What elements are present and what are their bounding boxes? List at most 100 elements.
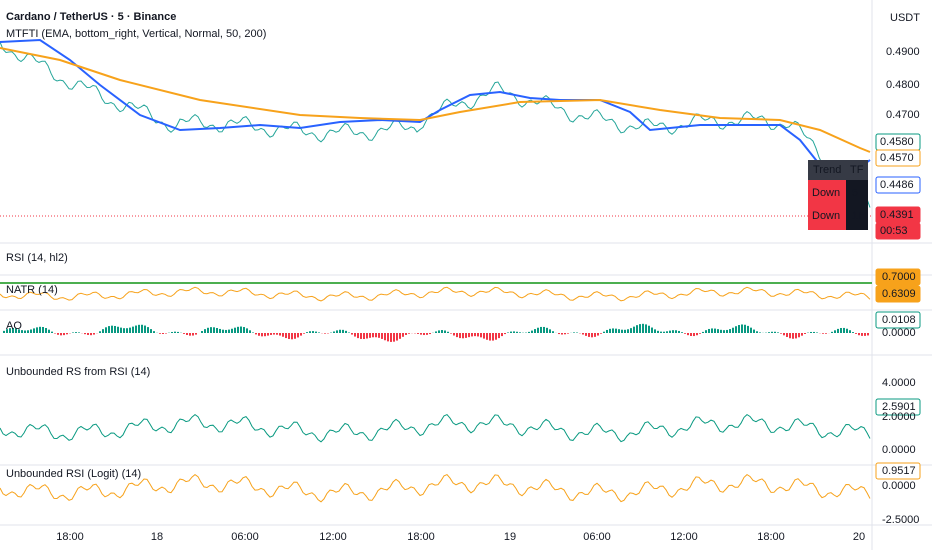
ao-bar [111,325,113,333]
ao-bar [390,333,392,342]
ao-bar [72,332,74,333]
ao-bar [216,328,218,333]
ao-bar [66,333,68,335]
ao-bar [588,333,590,337]
panel-title: NATR (14) [6,284,58,296]
ao-bar [780,333,782,334]
value-tag [875,268,921,286]
ao-bar [837,328,839,333]
ao-bar [381,333,383,339]
ao-bar [222,329,224,333]
price-tag-label: 0.4486 [880,179,914,191]
ao-bar [858,333,860,336]
ao-bar [408,333,410,334]
ao-bar [771,331,773,333]
ao-bar [192,333,194,336]
ao-bar [552,331,554,333]
ao-bar [711,328,713,333]
ao-bar [717,329,719,333]
ao-bar [462,333,464,339]
panel-axis-label: 0.9517 [882,465,916,477]
ao-bar [672,330,674,333]
ao-bar [606,329,608,333]
panel-title: AO [6,320,22,332]
ao-bar [135,325,137,333]
ao-bar [723,330,725,333]
ao-bar [384,333,386,341]
ao-bar [126,328,128,333]
ao-bar [513,331,515,333]
ao-bar [756,331,758,333]
ao-bar [795,333,797,339]
currency: USDT [890,12,920,24]
ao-bar [510,331,512,333]
ao-bar [483,333,485,339]
ao-bar [108,326,110,333]
ao-bar [204,329,206,333]
ao-bar [30,329,32,333]
ao-bar [639,324,641,333]
ao-bar [540,326,542,333]
ao-bar [420,333,422,335]
panel-axis-label: 2.0000 [882,411,916,423]
ema-50 [0,38,871,177]
ao-bar [864,333,866,336]
ao-bar [189,333,191,336]
time-label: 18:00 [407,531,435,543]
ao-bar [369,333,371,338]
ao-bar [573,332,575,333]
ao-bar [93,333,95,335]
symbol-title: Cardano / TetherUS · 5 · Binance [6,11,176,23]
ao-bar [582,333,584,335]
ao-bar [546,327,548,333]
ao-bar [120,327,122,333]
ao-bar [162,333,164,334]
ao-bar [360,333,362,339]
ao-bar [624,329,626,333]
ao-bar [291,333,293,340]
ao-bar [36,327,38,333]
price-label: 0.4900 [886,46,920,58]
ao-bar [669,330,671,333]
ao-bar [816,332,818,333]
time-label: 19 [504,531,516,543]
ao-bar [378,333,380,338]
ao-bar [294,333,296,339]
ao-bar [333,331,335,333]
price-tag-label: 00:53 [880,225,908,237]
ao-bar [687,333,689,336]
ao-bar [471,333,473,337]
ao-bar [210,327,212,333]
ao-bar [678,330,680,333]
ao-bar [738,325,740,333]
ao-bar [468,333,470,338]
panel-axis-label: 2.5901 [882,401,916,413]
ao-bar [63,333,65,336]
ao-bar [345,330,347,333]
ao-bar [132,326,134,333]
ao-bar [315,331,317,333]
time-label: 06:00 [583,531,611,543]
ao-bar [114,325,116,333]
ao-bar [675,330,677,333]
ao-bar [27,330,29,333]
ao-bar [822,333,824,334]
ao-bar [459,333,461,339]
ao-bar [786,333,788,337]
ao-bar [141,324,143,333]
ao-bar [15,328,17,333]
ao-bar [342,329,344,333]
trend-table [808,160,868,230]
ao-bar [735,326,737,333]
ao-bar [279,333,281,336]
ao-bar [774,331,776,333]
ao-bar [855,333,857,334]
ao-bar [501,333,503,337]
panel-axis-label: -2.5000 [882,514,919,526]
ao-bar [246,328,248,333]
ao-bar [105,327,107,333]
ao-bar [726,329,728,333]
ao-bar [597,333,599,336]
ao-bar [852,332,854,333]
